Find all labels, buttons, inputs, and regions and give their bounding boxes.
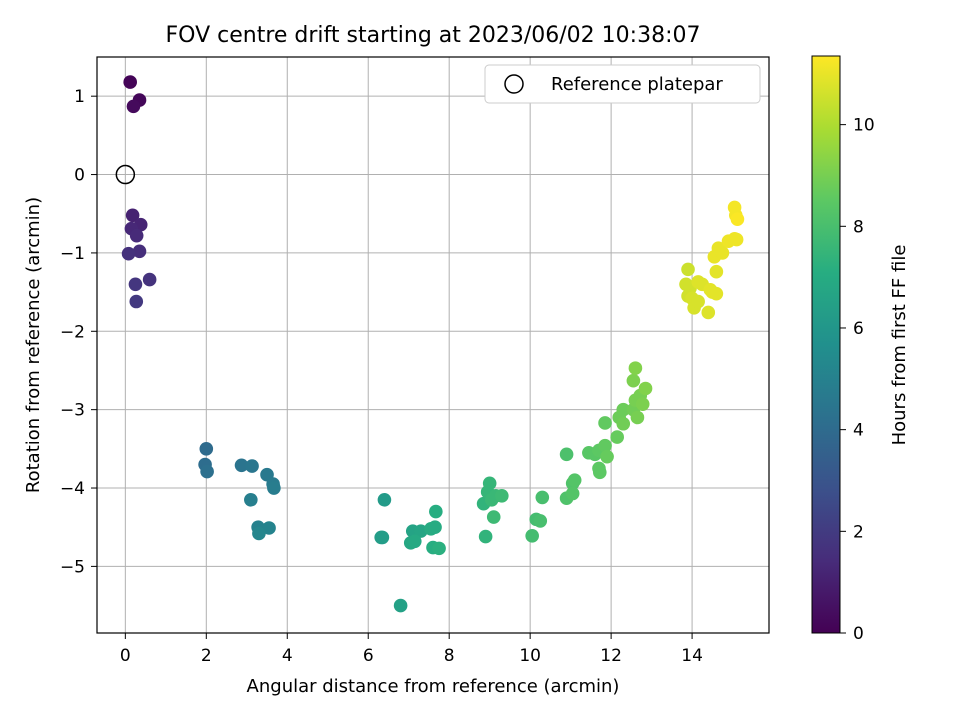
x-tick-label: 12 <box>600 646 622 666</box>
chart-title: FOV centre drift starting at 2023/06/02 … <box>166 23 701 48</box>
x-axis-label: Angular distance from reference (arcmin) <box>247 676 620 697</box>
data-point <box>126 99 141 114</box>
data-point <box>432 541 446 556</box>
data-point <box>262 521 276 535</box>
data-point <box>377 492 392 507</box>
data-point <box>252 526 266 541</box>
x-tick-label: 14 <box>681 646 703 666</box>
data-point <box>533 514 548 528</box>
x-tick-label: 2 <box>201 646 212 666</box>
data-point <box>128 277 143 292</box>
data-point <box>199 442 214 456</box>
x-tick-label: 4 <box>282 646 293 666</box>
colorbar-ticks: 0 2 4 6 8 10 <box>840 116 875 644</box>
data-point <box>142 272 157 287</box>
data-point <box>681 262 695 277</box>
data-point <box>121 246 136 261</box>
legend-marker <box>504 74 524 94</box>
data-point <box>701 305 716 320</box>
data-point <box>200 464 214 479</box>
data-point <box>600 449 614 464</box>
data-point <box>478 529 493 544</box>
colorbar-tick-label: 0 <box>853 624 864 644</box>
y-tick-label: −4 <box>60 479 85 499</box>
x-tick-label: 6 <box>363 646 374 666</box>
legend-box <box>484 64 761 104</box>
data-point <box>626 373 641 388</box>
data-point <box>567 473 582 487</box>
data-point <box>610 430 624 444</box>
data-point <box>525 529 539 543</box>
colorbar-tick-label: 6 <box>853 319 864 339</box>
data-points <box>121 75 745 613</box>
x-tick-label: 8 <box>444 646 455 666</box>
data-point <box>616 416 631 431</box>
data-point <box>129 294 144 309</box>
data-point <box>125 208 140 223</box>
colorbar <box>811 55 841 634</box>
data-point <box>244 492 258 507</box>
plot-frame <box>96 56 770 634</box>
colorbar-tick-label: 4 <box>853 421 864 441</box>
data-point <box>565 486 580 501</box>
data-point <box>267 481 281 495</box>
y-tick-label: −1 <box>60 244 85 264</box>
data-point <box>375 530 390 545</box>
data-point <box>598 438 612 453</box>
legend-label: Reference platepar <box>551 74 723 95</box>
data-point <box>393 598 408 613</box>
data-point <box>709 264 724 279</box>
data-point <box>245 459 259 473</box>
y-axis-ticks: 1 0 −1 −2 −3 −4 −5 <box>60 87 97 577</box>
data-point <box>691 294 705 309</box>
data-point <box>234 458 249 473</box>
data-point <box>429 504 443 519</box>
x-axis-ticks: 0 2 4 6 8 10 12 14 <box>120 633 703 666</box>
data-point <box>635 397 650 411</box>
data-point <box>486 510 501 524</box>
x-tick-label: 0 <box>120 646 131 666</box>
y-axis-label: Rotation from reference (arcmin) <box>23 197 44 493</box>
y-tick-label: −2 <box>60 322 85 342</box>
data-point <box>628 361 643 375</box>
data-point <box>414 524 428 538</box>
reference-marker <box>115 164 136 185</box>
y-tick-label: 1 <box>74 87 85 107</box>
x-tick-label: 10 <box>519 646 541 666</box>
y-tick-label: 0 <box>74 166 85 186</box>
data-point <box>559 447 574 462</box>
data-point <box>715 246 730 260</box>
colorbar-tick-label: 8 <box>853 217 864 237</box>
data-point <box>407 534 422 549</box>
data-point <box>129 228 144 243</box>
colorbar-label: Hours from first FF file <box>889 245 910 446</box>
data-point <box>132 244 147 259</box>
data-point <box>729 232 744 247</box>
data-point <box>535 490 550 505</box>
data-point <box>592 465 607 480</box>
legend: Reference platepar <box>484 64 761 104</box>
data-point <box>616 402 631 417</box>
data-point <box>123 75 137 89</box>
colorbar-tick-label: 2 <box>853 522 864 542</box>
grid-lines <box>97 57 769 633</box>
data-point <box>709 286 724 301</box>
data-point <box>495 489 509 503</box>
data-point <box>730 212 745 227</box>
y-tick-label: −3 <box>60 401 85 421</box>
colorbar-tick-label: 10 <box>853 116 875 136</box>
data-point <box>598 416 612 430</box>
data-point <box>638 381 653 396</box>
data-point <box>630 410 645 425</box>
y-tick-label: −5 <box>60 557 85 577</box>
data-point <box>428 520 442 535</box>
